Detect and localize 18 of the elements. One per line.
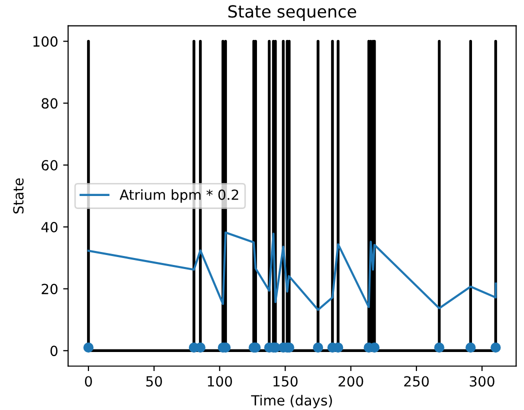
x-axis-title: Time (days) bbox=[251, 394, 332, 408]
x-tick-label: 100 bbox=[208, 376, 232, 387]
x-tick-label: 150 bbox=[274, 376, 298, 387]
y-tick-label: 80 bbox=[42, 98, 58, 109]
x-tick-label: 300 bbox=[470, 376, 494, 387]
x-tick-label: 0 bbox=[84, 376, 92, 387]
y-tick-label: 40 bbox=[41, 222, 58, 232]
y-tick-label: 0 bbox=[50, 346, 58, 356]
y-tick-label: 20 bbox=[42, 284, 58, 294]
x-tick-label: 50 bbox=[146, 376, 162, 387]
chart-title: State sequence bbox=[228, 5, 356, 21]
x-tick-label: 200 bbox=[338, 376, 364, 387]
y-tick-label: 100 bbox=[33, 36, 58, 47]
x-tick-label: 250 bbox=[404, 376, 429, 387]
y-axis-title: State bbox=[13, 178, 24, 214]
y-tick-label: 60 bbox=[42, 160, 58, 171]
legend-label: Atrium bpm * 0.2 bbox=[120, 189, 238, 203]
line-series bbox=[87, 231, 497, 311]
